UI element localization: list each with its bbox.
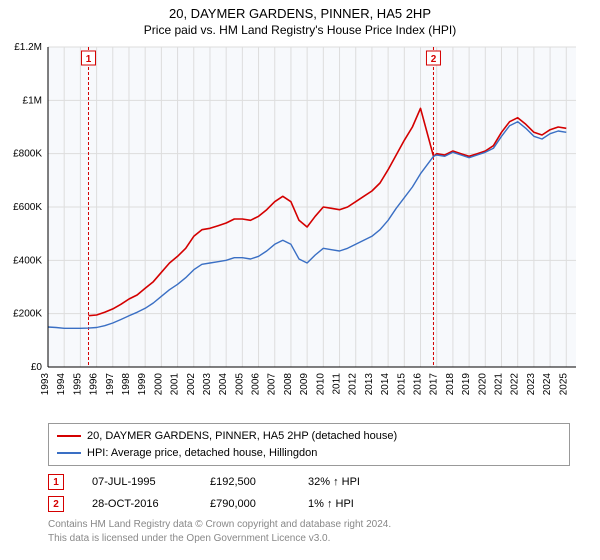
svg-text:2011: 2011 <box>332 373 343 395</box>
svg-text:£0: £0 <box>31 362 43 373</box>
legend-swatch <box>57 435 81 437</box>
chart-container: 20, DAYMER GARDENS, PINNER, HA5 2HP Pric… <box>0 0 600 560</box>
svg-text:2004: 2004 <box>218 373 229 396</box>
title-block: 20, DAYMER GARDENS, PINNER, HA5 2HP Pric… <box>0 0 600 37</box>
svg-text:2007: 2007 <box>267 373 278 396</box>
legend-item: HPI: Average price, detached house, Hill… <box>57 445 561 462</box>
svg-text:£600K: £600K <box>13 202 42 213</box>
svg-text:1996: 1996 <box>89 373 100 396</box>
svg-text:1994: 1994 <box>56 373 67 396</box>
legend-label: 20, DAYMER GARDENS, PINNER, HA5 2HP (det… <box>87 428 397 445</box>
svg-text:2010: 2010 <box>315 373 326 396</box>
legend: 20, DAYMER GARDENS, PINNER, HA5 2HP (det… <box>48 423 570 466</box>
svg-text:2002: 2002 <box>186 373 197 396</box>
svg-text:£400K: £400K <box>13 255 42 266</box>
attribution-line-2: This data is licensed under the Open Gov… <box>48 532 570 546</box>
svg-text:£800K: £800K <box>13 149 42 160</box>
svg-text:2: 2 <box>431 54 437 65</box>
sale-marker: 2 <box>48 496 64 512</box>
svg-text:2008: 2008 <box>283 373 294 396</box>
sale-marker: 1 <box>48 474 64 490</box>
svg-text:2017: 2017 <box>429 373 440 396</box>
svg-text:2023: 2023 <box>526 373 537 396</box>
svg-text:2020: 2020 <box>477 373 488 396</box>
svg-text:£200K: £200K <box>13 309 42 320</box>
svg-text:2012: 2012 <box>348 373 359 396</box>
sale-pct: 1% ↑ HPI <box>308 498 398 510</box>
attribution-line-1: Contains HM Land Registry data © Crown c… <box>48 518 570 532</box>
svg-text:2005: 2005 <box>234 373 245 396</box>
svg-text:2021: 2021 <box>493 373 504 396</box>
chart-subtitle: Price paid vs. HM Land Registry's House … <box>0 23 600 37</box>
svg-text:2000: 2000 <box>153 373 164 396</box>
svg-text:£1.2M: £1.2M <box>14 42 42 53</box>
sale-row: 1 07-JUL-1995 £192,500 32% ↑ HPI <box>48 474 570 490</box>
svg-text:2022: 2022 <box>510 373 521 396</box>
svg-text:2001: 2001 <box>170 373 181 396</box>
svg-text:2016: 2016 <box>413 373 424 396</box>
sale-date: 28-OCT-2016 <box>92 498 182 510</box>
svg-text:2009: 2009 <box>299 373 310 396</box>
svg-text:1: 1 <box>86 54 92 65</box>
svg-text:2024: 2024 <box>542 373 553 396</box>
svg-text:2015: 2015 <box>396 373 407 396</box>
sale-price: £790,000 <box>210 498 280 510</box>
legend-item: 20, DAYMER GARDENS, PINNER, HA5 2HP (det… <box>57 428 561 445</box>
sale-date: 07-JUL-1995 <box>92 476 182 488</box>
legend-swatch <box>57 452 81 454</box>
svg-text:1993: 1993 <box>40 373 51 396</box>
line-chart: £0 £200K £400K £600K £800K £1M £1.2M 1993 1994 19… <box>0 37 600 417</box>
sales-table: 1 07-JUL-1995 £192,500 32% ↑ HPI 2 28-OCT-201… <box>48 474 570 512</box>
svg-text:2018: 2018 <box>445 373 456 396</box>
svg-text:2006: 2006 <box>251 373 262 396</box>
svg-text:2013: 2013 <box>364 373 375 396</box>
svg-text:£1M: £1M <box>23 95 42 106</box>
svg-text:2003: 2003 <box>202 373 213 396</box>
svg-text:1997: 1997 <box>105 373 116 396</box>
sale-price: £192,500 <box>210 476 280 488</box>
svg-text:1999: 1999 <box>137 373 148 396</box>
legend-label: HPI: Average price, detached house, Hill… <box>87 445 317 462</box>
svg-text:2014: 2014 <box>380 373 391 396</box>
svg-text:1995: 1995 <box>72 373 83 396</box>
sale-row: 2 28-OCT-2016 £790,000 1% ↑ HPI <box>48 496 570 512</box>
svg-text:1998: 1998 <box>121 373 132 396</box>
sale-pct: 32% ↑ HPI <box>308 476 398 488</box>
attribution: Contains HM Land Registry data © Crown c… <box>48 518 570 545</box>
svg-text:2019: 2019 <box>461 373 472 396</box>
chart-title: 20, DAYMER GARDENS, PINNER, HA5 2HP <box>0 6 600 21</box>
svg-text:2025: 2025 <box>558 373 569 396</box>
